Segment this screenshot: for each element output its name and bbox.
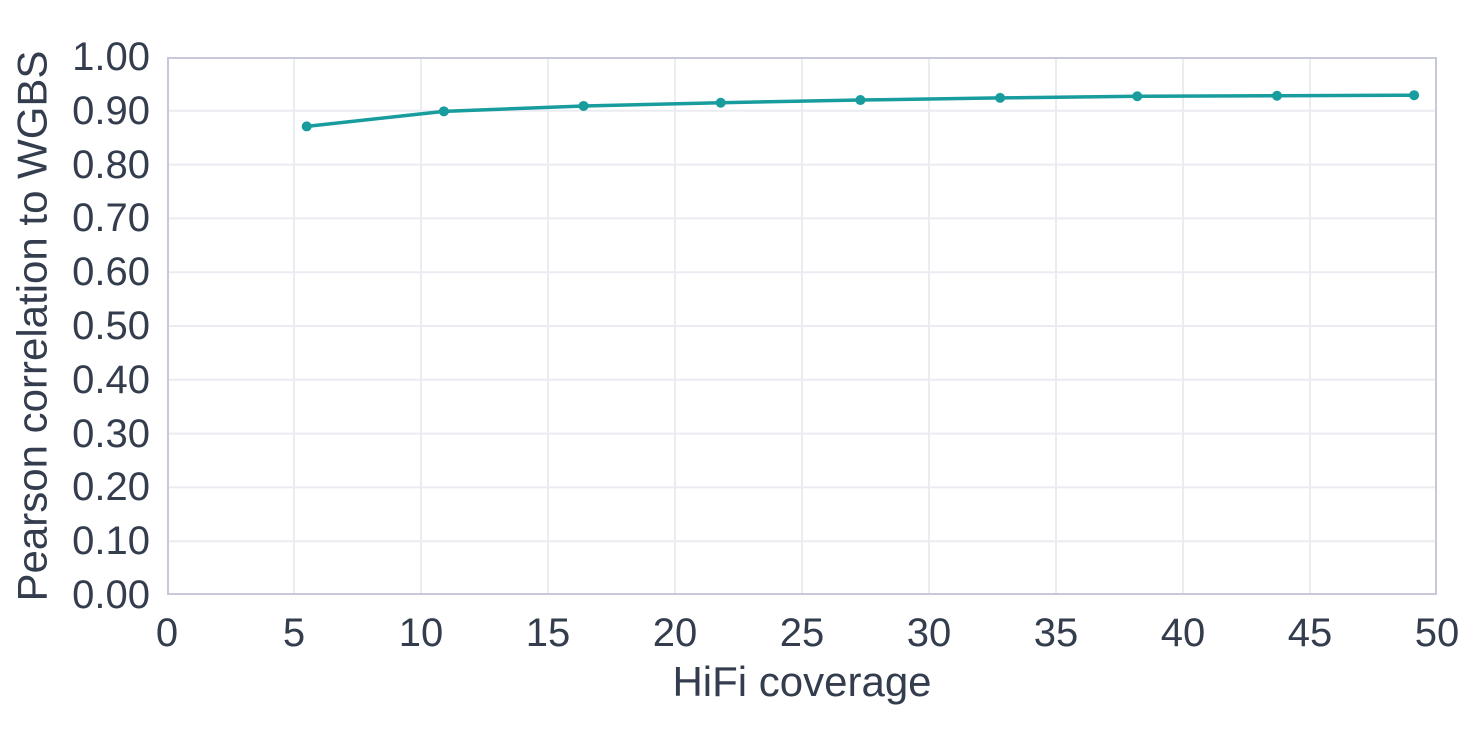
x-tick-label: 15 <box>525 611 571 655</box>
data-point <box>1132 91 1143 102</box>
y-tick-label: 0.70 <box>72 196 150 241</box>
x-tick-label: 0 <box>155 611 179 655</box>
x-tick-label: 5 <box>282 611 306 655</box>
y-tick-label: 0.80 <box>72 142 150 187</box>
y-tick-label: 0.10 <box>72 519 150 564</box>
data-point <box>301 121 312 132</box>
chart-canvas <box>167 57 1437 595</box>
data-point <box>438 106 449 117</box>
y-tick-label: 0.60 <box>72 250 150 295</box>
data-point <box>855 95 866 106</box>
y-tick-label: 0.20 <box>72 465 150 510</box>
plot-border <box>167 57 1437 595</box>
x-tick-label: 45 <box>1287 611 1333 655</box>
plot-area <box>167 57 1437 595</box>
x-tick-label: 10 <box>398 611 444 655</box>
y-tick-label: 0.30 <box>72 411 150 456</box>
x-tick-label: 20 <box>652 611 698 655</box>
x-tick-label: 50 <box>1414 611 1460 655</box>
x-axis-title: HiFi coverage <box>672 658 932 705</box>
y-tick-label: 0.00 <box>72 573 150 617</box>
y-tick-label: 0.40 <box>72 357 150 402</box>
data-point <box>1409 90 1420 101</box>
data-point <box>995 92 1006 103</box>
data-point <box>1271 90 1282 101</box>
data-point <box>578 100 589 111</box>
data-point <box>715 97 726 108</box>
x-tick-label: 30 <box>906 611 952 655</box>
x-tick-label: 40 <box>1160 611 1206 655</box>
x-tick-label: 35 <box>1033 611 1079 655</box>
y-tick-label: 0.50 <box>72 304 150 348</box>
y-tick-label: 1.00 <box>72 35 150 79</box>
y-tick-label: 0.90 <box>72 88 150 133</box>
x-tick-label: 25 <box>779 611 825 655</box>
